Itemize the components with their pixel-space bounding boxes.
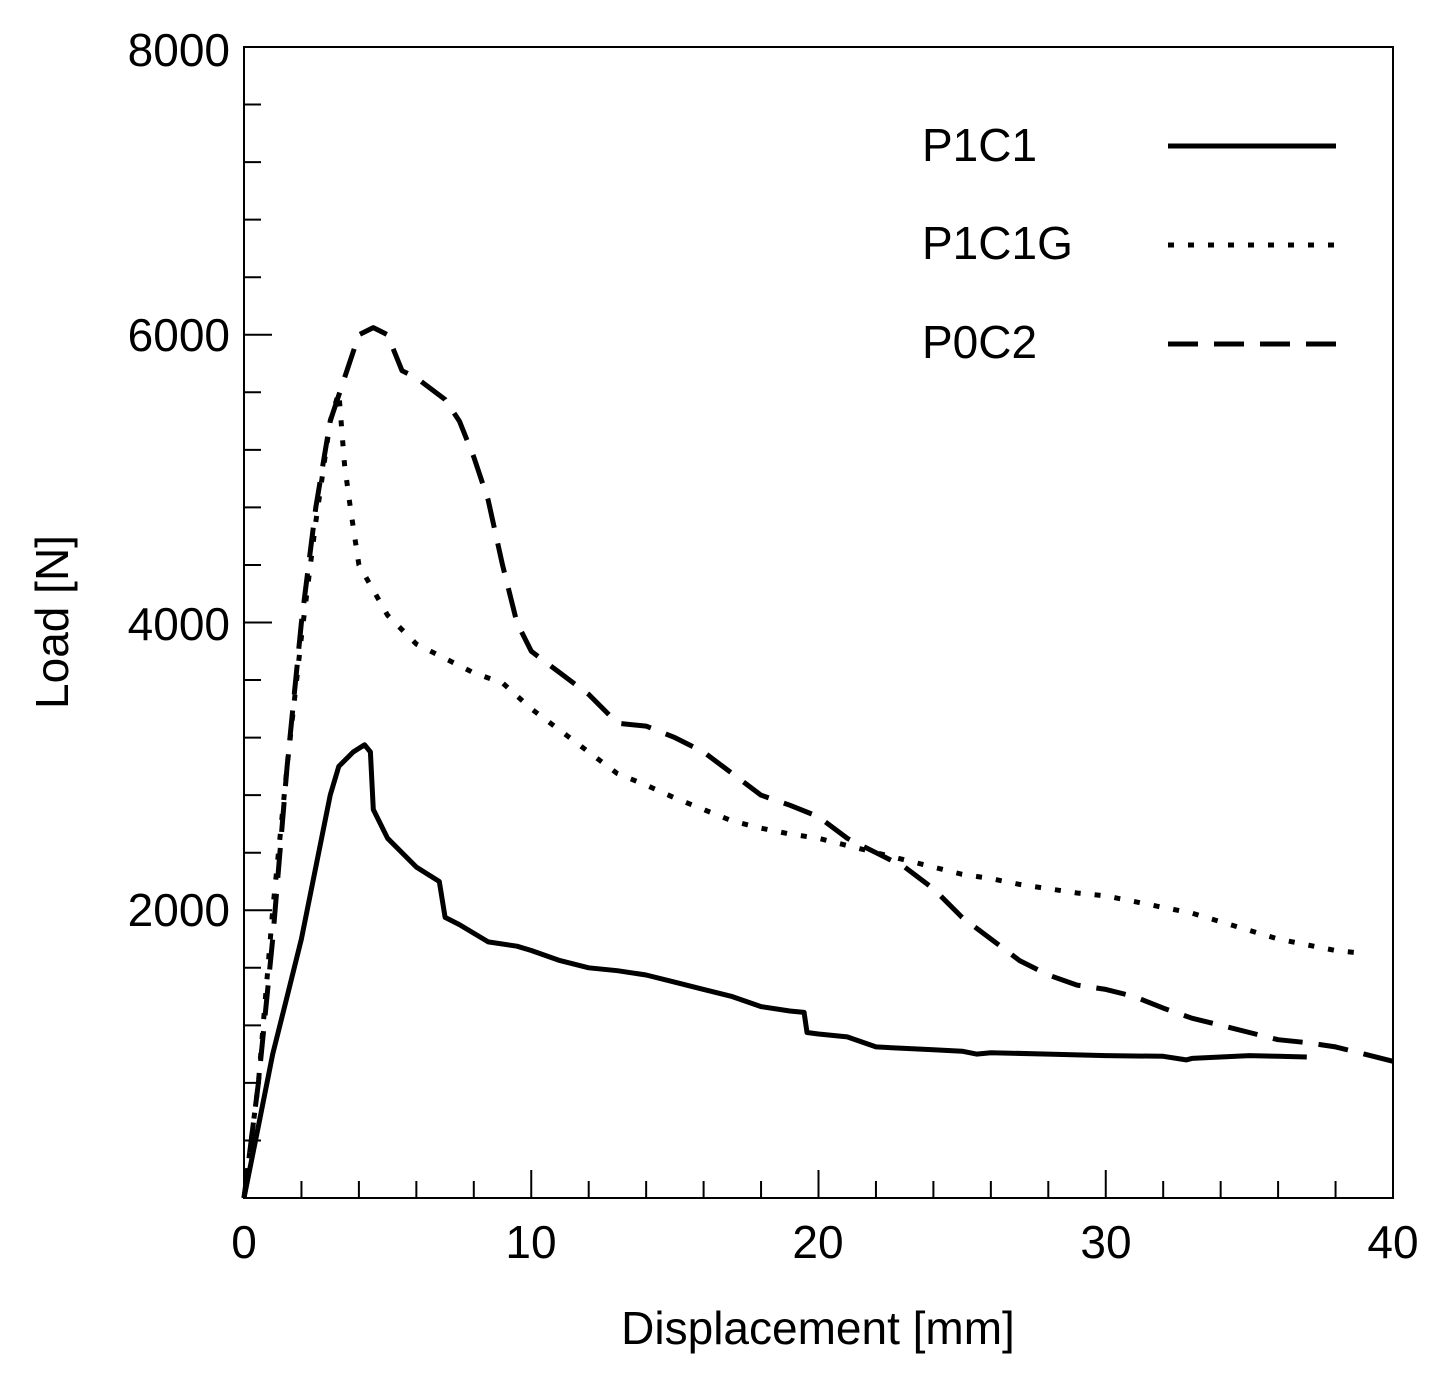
series-layer <box>241 325 1394 1199</box>
series-line-p1c1g <box>241 389 1365 1199</box>
y-tick-label: 4000 <box>128 598 230 650</box>
legend: P1C1 P1C1G P0C2 <box>922 119 1336 368</box>
y-tick-label: 6000 <box>128 309 230 361</box>
y-axis-title: Load [N] <box>26 535 78 709</box>
legend-label-p0c2: P0C2 <box>922 316 1037 368</box>
plot-frame <box>243 46 1394 1199</box>
minor-ticks <box>244 103 1337 1198</box>
x-tick-label: 30 <box>1080 1216 1131 1268</box>
x-tick-label: 20 <box>792 1216 843 1268</box>
legend-label-p1c1g: P1C1G <box>922 217 1073 269</box>
x-tick-label: 40 <box>1367 1216 1418 1268</box>
legend-label-p1c1: P1C1 <box>922 119 1037 171</box>
x-axis-title: Displacement [mm] <box>621 1302 1015 1354</box>
series-line-p1c1 <box>241 742 1307 1199</box>
x-tick-label: 10 <box>505 1216 556 1268</box>
x-tick-label: 0 <box>231 1216 257 1268</box>
y-tick-label: 2000 <box>128 884 230 936</box>
x-tick-labels: 0 10 20 30 40 <box>231 1216 1418 1268</box>
y-tick-label: 8000 <box>128 24 230 76</box>
series-line-p0c2 <box>241 325 1394 1199</box>
y-tick-labels: 2000 4000 6000 8000 <box>128 24 230 936</box>
